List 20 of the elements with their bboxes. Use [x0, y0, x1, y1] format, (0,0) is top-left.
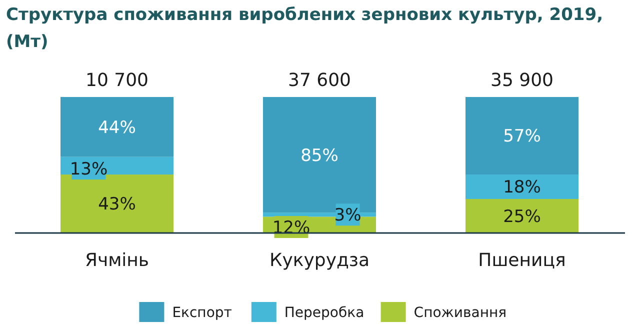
data-label: 85%	[300, 146, 338, 166]
legend-label: Переробка	[284, 304, 364, 321]
annotation: 37 600	[288, 70, 351, 91]
x-tick-label: Ячмінь	[84, 250, 150, 271]
x-tick-label: Кукурудза	[269, 250, 370, 271]
annotation: 10 700	[86, 70, 148, 91]
data-label: 13%	[70, 159, 108, 180]
bar	[60, 97, 174, 157]
data-label: 57%	[503, 126, 541, 147]
chart-title: Структура споживання вироблених зернових культур, 2019, (Мт)	[6, 5, 604, 52]
x-tick-label: Пшениця	[478, 250, 566, 271]
annotation: 35 900	[490, 70, 554, 91]
data-label: 25%	[503, 206, 541, 227]
bar	[466, 97, 578, 175]
legend-label: Експорт	[172, 304, 232, 321]
data-label: 44%	[98, 118, 136, 138]
data-label: 3%	[334, 206, 362, 226]
legend-label: Споживання	[414, 304, 507, 321]
data-label: 43%	[98, 194, 136, 215]
data-label: 18%	[503, 178, 541, 198]
